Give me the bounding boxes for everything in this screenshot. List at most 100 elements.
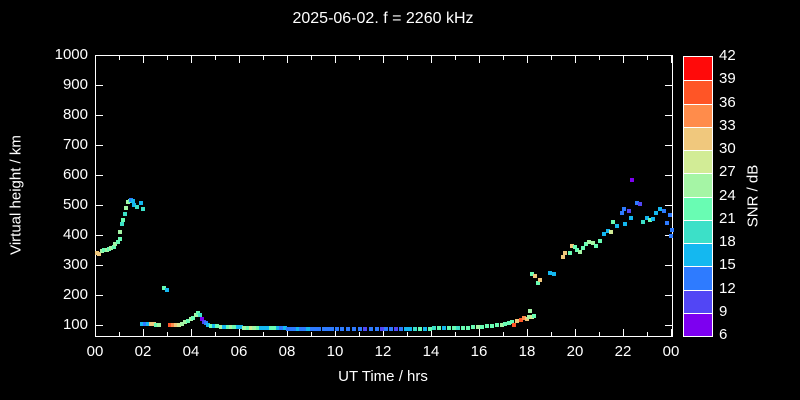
x-tick — [527, 329, 528, 336]
colorbar-tick-label: 30 — [719, 140, 736, 157]
y-tick — [96, 145, 103, 146]
colorbar-separator — [684, 104, 712, 105]
x-tick-mirror — [239, 56, 240, 63]
data-point — [423, 327, 427, 331]
data-point — [289, 327, 293, 331]
data-point — [510, 320, 514, 324]
data-point — [615, 224, 619, 228]
colorbar-tick-label: 21 — [719, 210, 736, 227]
x-tick — [311, 332, 312, 336]
data-point — [109, 246, 113, 250]
x-tick-mirror — [455, 56, 456, 60]
data-point — [389, 327, 393, 331]
data-point — [236, 325, 240, 329]
data-point — [587, 240, 591, 244]
data-point — [548, 271, 552, 275]
data-point — [102, 248, 106, 252]
x-tick — [383, 329, 384, 336]
data-point — [112, 245, 116, 249]
y-tick-mirror — [665, 205, 672, 206]
x-tick-mirror — [431, 56, 432, 63]
data-point — [638, 202, 642, 206]
x-tick — [359, 332, 360, 336]
data-point — [645, 216, 649, 220]
data-point — [326, 327, 330, 331]
x-tick-mirror — [407, 56, 408, 60]
data-point — [538, 278, 542, 282]
y-tick-mirror — [665, 85, 672, 86]
data-point — [252, 326, 256, 330]
data-point — [530, 272, 534, 276]
data-point — [146, 322, 150, 326]
data-point — [293, 327, 297, 331]
data-point — [358, 327, 362, 331]
data-point — [256, 326, 260, 330]
data-point — [165, 288, 169, 292]
data-point — [670, 228, 674, 232]
colorbar-separator — [684, 80, 712, 81]
data-point — [662, 209, 666, 213]
colorbar-tick-label: 18 — [719, 233, 736, 250]
data-point — [276, 326, 280, 330]
data-point — [335, 327, 339, 331]
y-tick-label: 500 — [62, 196, 88, 213]
data-point — [665, 221, 669, 225]
x-tick-label: 20 — [566, 343, 584, 360]
y-tick — [96, 265, 103, 266]
data-point — [623, 222, 627, 226]
x-tick — [407, 332, 408, 336]
x-tick-label: 16 — [470, 343, 488, 360]
data-point — [485, 324, 489, 328]
data-point — [131, 199, 135, 203]
data-point — [123, 212, 127, 216]
data-point — [118, 230, 122, 234]
data-point — [609, 230, 613, 234]
data-point — [140, 322, 144, 326]
y-tick-label: 100 — [62, 316, 88, 333]
data-point — [162, 286, 166, 290]
data-point — [503, 322, 507, 326]
data-point — [149, 322, 153, 326]
data-point — [215, 324, 219, 328]
x-tick — [215, 332, 216, 336]
snr-colorbar — [683, 56, 713, 337]
data-point — [380, 327, 384, 331]
plot-area — [95, 55, 674, 337]
x-tick-mirror — [479, 56, 480, 63]
data-point — [306, 327, 310, 331]
data-point — [222, 325, 226, 329]
data-point — [447, 326, 451, 330]
x-tick-label: 08 — [278, 343, 296, 360]
data-point — [507, 321, 511, 325]
x-tick — [287, 329, 288, 336]
data-point — [313, 327, 317, 331]
data-point — [471, 325, 475, 329]
y-tick-mirror — [665, 55, 672, 56]
colorbar-separator — [684, 220, 712, 221]
data-point — [536, 281, 540, 285]
x-tick — [239, 329, 240, 336]
data-point — [97, 252, 101, 256]
data-point — [404, 327, 408, 331]
data-point — [346, 327, 350, 331]
data-point — [573, 245, 577, 249]
data-point — [658, 207, 662, 211]
data-point — [399, 327, 403, 331]
data-point — [627, 209, 631, 213]
data-point — [500, 323, 504, 327]
data-point — [611, 220, 615, 224]
x-tick-mirror — [647, 56, 648, 60]
x-tick-mirror — [191, 56, 192, 63]
colorbar-segment — [684, 150, 712, 173]
x-tick — [263, 332, 264, 336]
colorbar-separator — [684, 150, 712, 151]
data-point — [143, 322, 147, 326]
y-tick-mirror — [665, 175, 672, 176]
data-point — [552, 272, 556, 276]
colorbar-separator — [684, 127, 712, 128]
x-tick-mirror — [527, 56, 528, 63]
data-point — [310, 327, 314, 331]
x-tick — [575, 329, 576, 336]
colorbar-segment — [684, 57, 712, 80]
y-tick — [96, 295, 103, 296]
